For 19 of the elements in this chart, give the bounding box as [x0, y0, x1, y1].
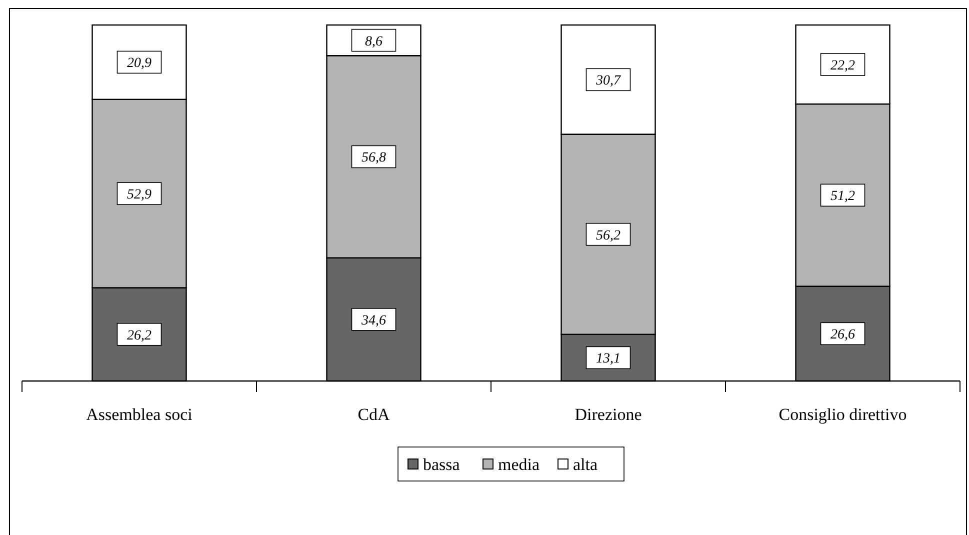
x-tick-label: CdA — [358, 405, 391, 424]
data-label: 22,2 — [830, 58, 855, 74]
legend-label: media — [498, 455, 540, 474]
data-label: 26,2 — [127, 328, 152, 344]
x-tick-label: Consiglio direttivo — [778, 405, 907, 424]
data-label: 20,9 — [127, 56, 152, 72]
legend-label: bassa — [423, 455, 460, 474]
data-label: 52,9 — [127, 188, 152, 203]
data-label: 26,6 — [830, 328, 855, 343]
data-label: 56,8 — [362, 150, 386, 166]
data-label: 51,2 — [830, 189, 855, 204]
data-label: 30,7 — [595, 74, 622, 89]
x-tick-label: Assemblea soci — [86, 405, 193, 424]
data-label: 56,2 — [596, 228, 620, 244]
data-label: 34,6 — [360, 313, 386, 328]
x-tick-label: Direzione — [574, 405, 642, 424]
legend-label: alta — [573, 455, 598, 474]
data-label: 13,1 — [596, 352, 620, 367]
data-label: 8,6 — [365, 34, 382, 50]
